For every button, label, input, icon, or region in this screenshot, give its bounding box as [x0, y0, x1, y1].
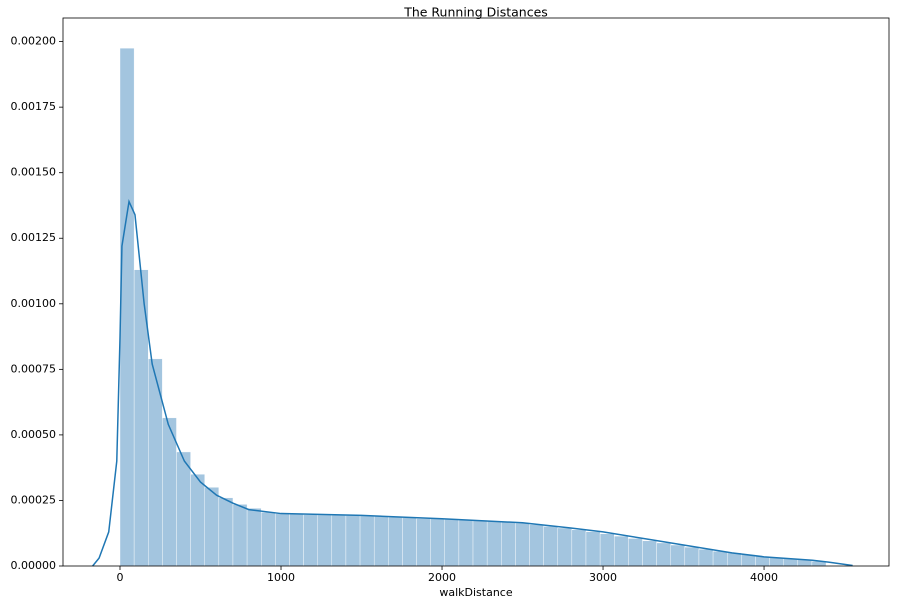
x-axis-label: walkDistance — [439, 586, 512, 599]
histogram-bar — [698, 549, 714, 567]
histogram-bar — [232, 504, 248, 567]
histogram-bar — [656, 542, 671, 567]
histogram-bar — [670, 544, 686, 567]
histogram-bar — [373, 515, 389, 567]
histogram-bar — [317, 514, 333, 567]
histogram-bar — [529, 524, 544, 567]
x-tick-label: 4000 — [750, 571, 778, 584]
x-tick-label: 1000 — [267, 571, 295, 584]
y-tick-label: 0.00025 — [11, 493, 57, 506]
histogram-bar — [726, 552, 742, 567]
y-tick-label: 0.00175 — [11, 100, 57, 113]
chart-title: The Running Distances — [403, 5, 548, 20]
x-tick-label: 2000 — [428, 571, 456, 584]
histogram-bar — [458, 519, 474, 567]
histogram-bar — [741, 554, 756, 567]
x-tick-label: 3000 — [589, 571, 617, 584]
kde-line — [92, 198, 853, 567]
y-tick-label: 0.00050 — [11, 428, 57, 441]
histogram-bar — [359, 515, 375, 567]
histogram-bar — [571, 529, 587, 567]
histogram-bar — [119, 47, 135, 567]
histogram-bar — [614, 535, 629, 567]
histogram-bar — [402, 517, 417, 567]
plot-frame — [62, 17, 890, 567]
histogram-bar — [204, 487, 220, 567]
histogram-bar — [642, 540, 657, 567]
histogram-bar — [261, 512, 276, 567]
histogram-bar — [388, 516, 403, 567]
histogram-bar — [712, 551, 728, 567]
histogram-bar — [303, 514, 318, 567]
histogram-bar — [628, 538, 643, 567]
y-tick-label: 0.00125 — [11, 231, 57, 244]
histogram-bar — [599, 533, 615, 567]
x-tick-label: 0 — [116, 571, 123, 584]
histogram-bar — [515, 522, 530, 567]
histogram-bar — [769, 557, 784, 567]
histogram-bar — [430, 518, 445, 567]
histogram-bar — [289, 513, 304, 567]
y-tick-label: 0.00150 — [11, 166, 57, 179]
histogram-bar — [472, 520, 488, 567]
histogram-bar — [275, 513, 290, 567]
histogram-bar — [444, 519, 460, 567]
histogram-bar — [416, 518, 431, 567]
histogram-bar — [176, 451, 191, 567]
histogram-bar — [331, 514, 347, 567]
histogram-bar — [557, 527, 573, 567]
y-tick-label: 0.00100 — [11, 297, 57, 310]
histogram-bar — [246, 508, 262, 567]
histogram-bar — [486, 520, 502, 567]
y-tick-label: 0.00000 — [11, 559, 57, 572]
histogram-bar — [585, 531, 601, 567]
histogram-bar — [684, 546, 700, 567]
histogram-bar — [218, 497, 234, 567]
histogram-bar — [148, 358, 163, 567]
histogram-bar — [190, 474, 205, 567]
y-tick-label: 0.00075 — [11, 362, 57, 375]
histogram-bar — [345, 515, 361, 567]
histogram-bar — [543, 526, 558, 567]
y-tick-label: 0.00200 — [11, 35, 57, 48]
histogram-bar — [501, 521, 516, 567]
